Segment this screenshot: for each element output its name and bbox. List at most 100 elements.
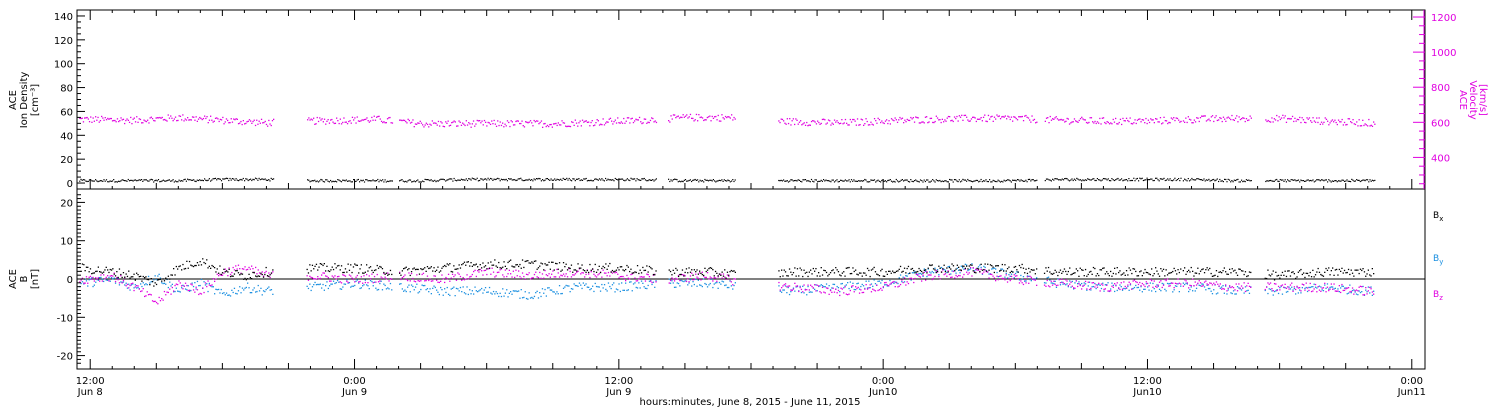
b-point-bx — [828, 273, 830, 276]
b-point-bz — [265, 270, 267, 273]
velocity-point — [509, 125, 511, 128]
density-point — [824, 180, 826, 182]
density-point — [134, 179, 137, 181]
b-point-by — [1164, 288, 1166, 290]
b-point-bz — [96, 278, 98, 280]
velocity-point — [1288, 117, 1290, 120]
b-point-by — [964, 263, 966, 265]
b-point-bx — [537, 267, 540, 269]
b-point-bz — [1207, 284, 1210, 286]
b-point-bz — [215, 278, 217, 280]
b-point-bz — [569, 270, 571, 273]
velocity-point — [1013, 116, 1015, 118]
b-point-bz — [1248, 285, 1251, 287]
b-point-by — [88, 279, 90, 281]
b-point-bz — [1152, 286, 1154, 288]
velocity-point — [566, 125, 568, 128]
velocity-point — [1194, 121, 1197, 123]
b-point-bz — [262, 275, 265, 277]
velocity-point — [1268, 120, 1271, 123]
density-point — [688, 179, 690, 182]
b-point-bz — [204, 282, 207, 284]
b-point-by — [609, 285, 611, 288]
b-point-bz — [642, 276, 644, 278]
b-point-by — [432, 287, 434, 289]
b-point-by — [352, 285, 355, 287]
velocity-point — [337, 120, 339, 122]
density-point — [1208, 178, 1210, 180]
b-point-bx — [211, 264, 213, 267]
velocity-point — [873, 118, 876, 120]
b-point-by — [1367, 286, 1369, 288]
velocity-point — [1173, 117, 1175, 119]
velocity-point — [1112, 118, 1114, 121]
b-point-bx — [306, 268, 308, 271]
velocity-point — [1272, 121, 1274, 123]
density-point — [614, 177, 616, 180]
b-point-by — [418, 291, 421, 293]
b-point-bz — [577, 270, 579, 272]
b-point-by — [1149, 282, 1151, 284]
b-point-bz — [1172, 282, 1174, 284]
b-point-bz — [128, 287, 130, 289]
velocity-point — [403, 119, 406, 122]
velocity-point — [1201, 115, 1203, 117]
b-point-by — [720, 283, 722, 285]
velocity-point — [623, 117, 625, 120]
b-point-bx — [1046, 270, 1048, 272]
velocity-point — [1167, 122, 1169, 125]
b-point-bx — [835, 267, 837, 269]
velocity-point — [833, 119, 836, 121]
density-point — [332, 180, 334, 182]
b-point-by — [578, 282, 581, 284]
b-point-bz — [629, 278, 631, 280]
density-point — [1324, 179, 1326, 181]
density-point — [1341, 179, 1343, 181]
b-point-bz — [200, 293, 203, 295]
b-point-bx — [853, 270, 855, 273]
b-point-bx — [1162, 268, 1165, 270]
velocity-point — [1350, 121, 1352, 123]
b-point-bx — [322, 264, 324, 267]
density-point — [160, 180, 162, 183]
b-point-bz — [492, 271, 495, 273]
density-point — [1283, 180, 1285, 182]
b-point-bx — [446, 263, 448, 265]
density-point — [984, 180, 986, 182]
velocity-point — [1052, 118, 1054, 120]
b-point-bx — [510, 259, 512, 261]
b-point-bx — [960, 269, 962, 271]
velocity-point — [940, 121, 942, 124]
velocity-point — [699, 116, 701, 119]
velocity-point — [613, 121, 615, 123]
velocity-point — [1188, 118, 1191, 120]
velocity-point — [640, 121, 642, 123]
b-point-bz — [925, 279, 927, 281]
velocity-point — [519, 122, 521, 125]
b-point-bx — [1340, 270, 1342, 272]
b-point-bx — [524, 260, 526, 263]
velocity-point — [1117, 123, 1119, 125]
b-point-bx — [380, 266, 382, 268]
density-point — [837, 181, 839, 183]
b-point-bz — [594, 275, 596, 277]
b-point-bx — [925, 269, 927, 271]
b-point-bx — [218, 272, 220, 274]
b-point-bx — [438, 271, 440, 273]
b-point-by — [236, 293, 238, 295]
density-point — [815, 179, 817, 181]
density-point — [865, 179, 867, 181]
b-point-bz — [1070, 281, 1072, 283]
b-point-by — [171, 283, 173, 285]
density-point — [212, 178, 214, 180]
density-point — [800, 180, 802, 182]
density-point — [539, 178, 541, 180]
b-point-bx — [630, 268, 632, 270]
density-point — [371, 180, 373, 182]
velocity-point — [520, 122, 522, 125]
b-point-bx — [1190, 266, 1192, 269]
density-point — [314, 179, 316, 181]
b-point-bx — [1272, 270, 1274, 272]
velocity-point — [428, 126, 430, 128]
velocity-point — [469, 123, 471, 125]
